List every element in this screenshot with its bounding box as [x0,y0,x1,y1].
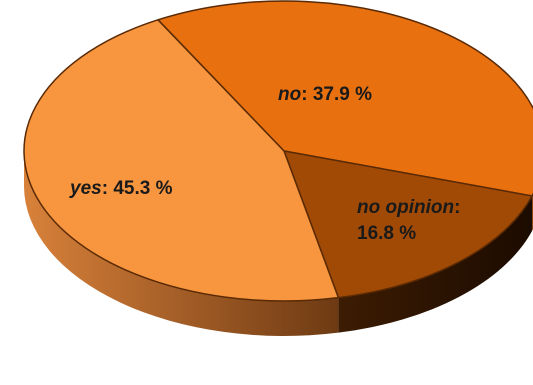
slice-value-yes: 45.3 % [113,178,173,199]
pie-slices [23,0,533,302]
slice-label-no-opinion: no opinion: 16.8 % [357,195,460,246]
pie-side-no-opinion [338,195,533,333]
pie-slice-no [157,0,533,197]
pie-side-yes [24,151,339,336]
slice-label-yes: yes: 45.3 % [70,176,172,202]
slice-value-no: 37.9 % [312,84,372,105]
pie-slice-no-opinion [283,150,533,299]
slice-category-no-opinion: no opinion [357,197,455,218]
slice-value-no-opinion: 16.8 % [357,222,417,244]
pie-slice-yes [23,19,340,302]
slice-category-no: no [278,84,302,105]
slice-colon-no: : [301,84,313,105]
slice-colon-no-opinion: : [454,197,461,218]
slice-colon-yes: : [101,178,114,199]
slice-category-yes: yes [70,178,102,199]
slice-label-no: no: 37.9 % [278,82,372,108]
